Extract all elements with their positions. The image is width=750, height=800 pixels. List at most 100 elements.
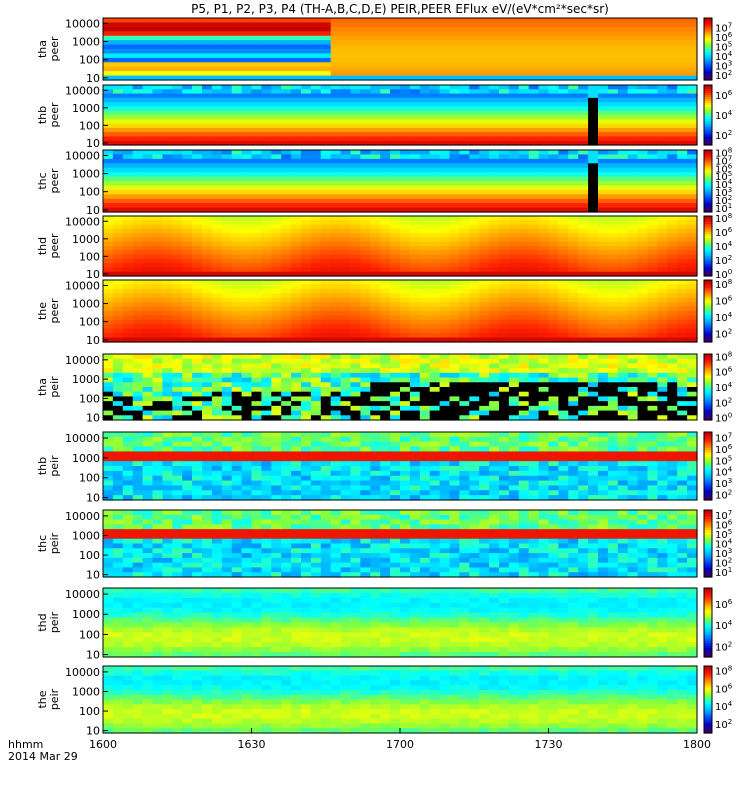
spectrogram-cell [241,185,253,191]
spectrogram-cell [528,163,540,169]
spectrogram-cell [360,62,371,68]
spectrogram-cell [122,241,134,247]
spectrogram-cell [598,185,609,191]
spectrogram-cell [360,224,371,230]
spectrogram-cell [310,123,322,129]
spectrogram-cell [152,26,163,32]
spectrogram-cell [152,410,163,416]
spectrogram-cell [310,150,322,156]
spectrogram-cell [360,167,371,173]
spectrogram-cell [251,246,262,251]
spectrogram-cell [578,53,589,59]
spectrogram-cell [380,250,391,256]
spectrogram-cell [637,254,649,260]
colorbar-step [704,272,712,275]
spectrogram-cell [400,150,411,156]
spectrogram-cell [221,297,233,303]
spectrogram-cell [687,176,698,182]
spectrogram-cell [538,246,550,251]
colorbar-tick-label: 101 [715,202,732,215]
spectrogram-cell [142,44,154,50]
spectrogram-cell [390,220,401,226]
spectrogram-cell [489,233,500,239]
spectrogram-cell [221,176,233,182]
spectrogram-cell [637,75,649,81]
spectrogram-cell [390,387,401,393]
spectrogram-cell [142,53,154,59]
spectrogram-cell [221,75,233,81]
spectrogram-cell [310,306,322,312]
spectrogram-cell [449,306,460,312]
spectrogram-cell [340,203,352,209]
spectrogram-cell [390,302,401,308]
spectrogram-cell [419,123,431,129]
spectrogram-cell [687,224,698,230]
spectrogram-cell [538,71,550,77]
spectrogram-cell [350,40,361,46]
spectrogram-cell [152,220,163,226]
spectrogram-cell [568,119,579,125]
spectrogram-cell [439,241,451,247]
spectrogram-cell [182,66,193,72]
spectrogram-cell [182,158,193,164]
spectrogram-cell [182,358,193,365]
spectrogram-cell [380,49,391,55]
spectrogram-cell [211,123,223,129]
spectrogram-cell [538,123,550,129]
spectrogram-cell [627,57,639,63]
spectrogram-cell [211,387,223,393]
spectrogram-cell [528,172,540,178]
spectrogram-cell [370,176,381,182]
spectrogram-cell [251,62,262,68]
spectrogram-cell [231,220,243,226]
spectrogram-cell [459,216,470,221]
spectrogram-cell [380,284,391,290]
spectrogram-cell [479,167,490,173]
spectrogram-cell [221,89,233,95]
spectrogram-cell [320,18,332,24]
spectrogram-cell [469,220,480,226]
spectrogram-cell [261,49,272,55]
spectrogram-cell [271,198,282,204]
spectrogram-cell [499,328,510,334]
spectrogram-cell [162,154,173,160]
spectrogram-cell [301,136,312,142]
spectrogram-cell [499,158,510,164]
spectrogram-cell [419,415,431,421]
spectrogram-cell [291,93,302,99]
spectrogram-cell [380,203,391,209]
spectrogram-cell [617,246,629,251]
colorbar-step [704,236,712,239]
spectrogram-cell [657,62,668,68]
spectrogram-cell [449,44,460,50]
spectrogram-cell [558,233,569,239]
spectrogram-cell [558,216,569,221]
spectrogram-cell [479,71,490,77]
spectrogram-cell [508,293,520,299]
spectrogram-cell [310,66,322,72]
y-tick-label: 1000 [72,102,100,115]
spectrogram-cell [132,44,144,50]
spectrogram-cell [320,306,332,312]
spectrogram-cell [172,189,183,195]
spectrogram-cell [439,181,451,187]
spectrogram-cell [360,140,371,146]
spectrogram-cell [548,280,559,286]
spectrogram-cell [152,284,163,290]
spectrogram-cell [409,198,421,204]
spectrogram-cell [162,66,173,72]
spectrogram-cell [360,97,371,103]
spectrogram-cell [627,140,639,146]
spectrogram-cell [439,31,451,37]
spectrogram-cell [251,263,262,269]
spectrogram-cell [687,250,698,256]
spectrogram-cell [449,57,460,63]
spectrogram-cell [687,288,698,294]
spectrogram-cell [390,62,401,68]
spectrogram-cell [202,220,213,226]
y-tick-label: 100 [79,316,100,329]
spectrogram-cell [449,224,460,230]
spectrogram-cell [172,368,183,374]
spectrogram-cell [607,26,619,32]
colorbar-step [704,234,712,237]
